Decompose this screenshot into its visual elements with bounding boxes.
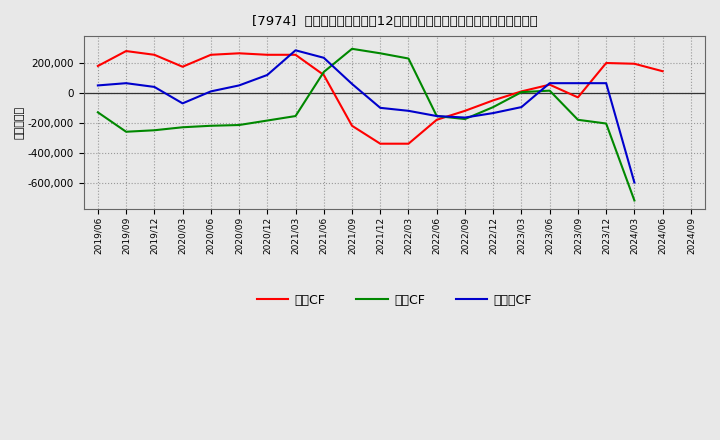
- 投資CF: [94, 110, 102, 115]
- 営業CF: [291, 52, 300, 58]
- 営業CF: [545, 82, 554, 87]
- 営業CF: [658, 69, 667, 74]
- 営業CF: [574, 95, 582, 100]
- 営業CF: [94, 63, 102, 69]
- 投資CF: [263, 118, 271, 123]
- 投資CF: [630, 198, 639, 203]
- Line: フリーCF: フリーCF: [98, 50, 634, 183]
- 投資CF: [348, 46, 356, 51]
- フリーCF: [461, 115, 469, 120]
- フリーCF: [602, 81, 611, 86]
- フリーCF: [376, 105, 384, 110]
- 投資CF: [574, 117, 582, 122]
- フリーCF: [517, 104, 526, 110]
- フリーCF: [207, 89, 215, 94]
- フリーCF: [150, 84, 158, 90]
- 営業CF: [122, 48, 130, 54]
- 営業CF: [489, 98, 498, 103]
- 営業CF: [376, 141, 384, 147]
- 投資CF: [122, 129, 130, 134]
- フリーCF: [630, 180, 639, 185]
- フリーCF: [489, 110, 498, 116]
- フリーCF: [348, 81, 356, 87]
- Line: 営業CF: 営業CF: [98, 51, 662, 144]
- 投資CF: [461, 117, 469, 122]
- フリーCF: [263, 72, 271, 77]
- フリーCF: [545, 81, 554, 86]
- 営業CF: [461, 108, 469, 114]
- 営業CF: [320, 72, 328, 77]
- 投資CF: [150, 128, 158, 133]
- 投資CF: [207, 123, 215, 128]
- 営業CF: [235, 51, 243, 56]
- 投資CF: [545, 88, 554, 93]
- 営業CF: [263, 52, 271, 58]
- フリーCF: [94, 83, 102, 88]
- 投資CF: [320, 70, 328, 75]
- フリーCF: [291, 48, 300, 53]
- 営業CF: [630, 61, 639, 66]
- フリーCF: [574, 81, 582, 86]
- 投資CF: [235, 122, 243, 128]
- Line: 投資CF: 投資CF: [98, 49, 634, 201]
- フリーCF: [179, 101, 187, 106]
- フリーCF: [404, 108, 413, 114]
- 投資CF: [404, 56, 413, 61]
- 投資CF: [179, 125, 187, 130]
- 営業CF: [348, 123, 356, 128]
- 営業CF: [179, 64, 187, 70]
- 営業CF: [150, 52, 158, 58]
- 営業CF: [602, 60, 611, 66]
- 投資CF: [489, 104, 498, 110]
- フリーCF: [122, 81, 130, 86]
- Legend: 営業CF, 投資CF, フリーCF: 営業CF, 投資CF, フリーCF: [252, 289, 537, 312]
- 投資CF: [517, 89, 526, 95]
- 営業CF: [404, 141, 413, 147]
- 投資CF: [433, 114, 441, 119]
- 営業CF: [433, 117, 441, 122]
- 投資CF: [602, 121, 611, 126]
- フリーCF: [433, 114, 441, 119]
- 投資CF: [376, 51, 384, 56]
- Title: [7974]  キャッシュフローの12か月移動合計の対前年同期増減額の推移: [7974] キャッシュフローの12か月移動合計の対前年同期増減額の推移: [251, 15, 537, 28]
- 投資CF: [291, 114, 300, 119]
- 営業CF: [517, 89, 526, 94]
- Y-axis label: （百万円）: （百万円）: [15, 106, 25, 139]
- フリーCF: [320, 55, 328, 60]
- 営業CF: [207, 52, 215, 58]
- フリーCF: [235, 83, 243, 88]
